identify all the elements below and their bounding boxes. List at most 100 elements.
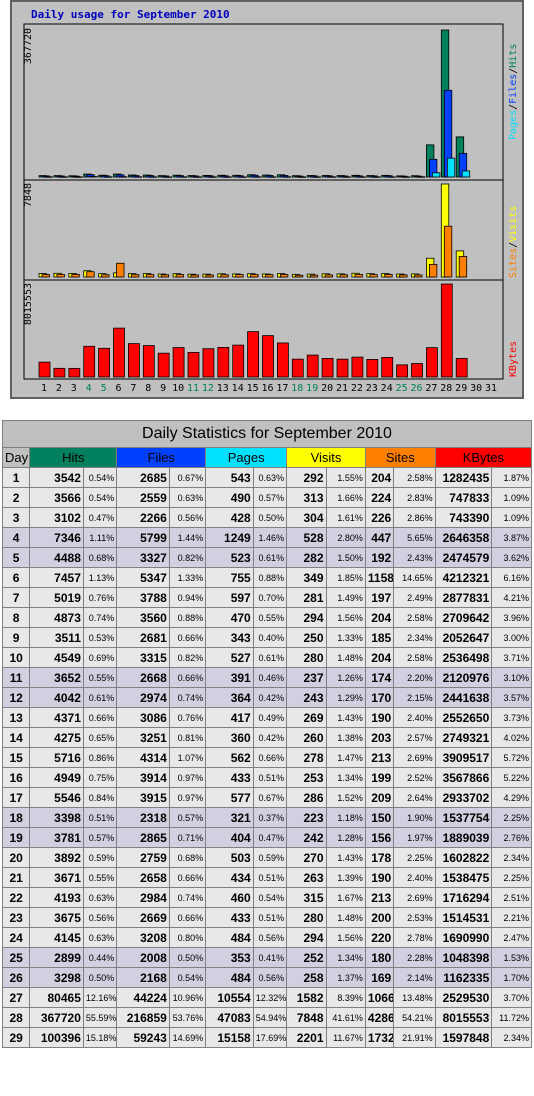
percent-cell: 0.57% [82,827,118,848]
bar [235,274,244,278]
percent-cell: 55.59% [82,1007,118,1028]
day-cell: 4 [1,527,31,548]
value-cell: 1249 [205,527,254,548]
column-header: Sites [364,447,436,468]
value-cell: 224 [364,487,395,508]
column-header: Pages [205,447,288,468]
value-cell: 2759 [116,847,170,868]
value-cell: 1582 [286,987,327,1008]
percent-cell: 0.54% [252,887,288,908]
value-cell: 252 [286,947,327,968]
value-cell: 2266 [116,507,170,528]
value-cell: 180 [364,947,395,968]
value-cell: 2669 [116,907,170,928]
percent-cell: 0.50% [168,947,207,968]
day-cell: 21 [1,867,31,888]
bar [223,176,232,178]
table-row: 15 5716 0.86% 4314 1.07% 562 0.66% 278 1.47% 213 2… [1,747,532,768]
x-tick-label: 18 [291,383,303,394]
bar [279,274,289,278]
value-cell: 10554 [205,987,254,1008]
legend-item: / [508,68,519,74]
percent-cell: 1.56% [325,607,366,628]
table-row: 1 3542 0.54% 2685 0.67% 543 0.63% 292 1.55% 204 2.… [1,467,532,488]
value-cell: 484 [205,927,254,948]
bar [220,274,229,278]
bar [89,176,98,178]
x-tick-label: 15 [247,383,259,394]
value-cell: 250 [286,627,327,648]
bar [157,352,170,378]
value-cell: 185 [364,627,395,648]
value-cell: 204 [364,607,395,628]
day-cell: 15 [1,747,31,768]
bar [291,358,304,378]
bar [101,274,110,278]
percent-cell: 1.43% [325,707,366,728]
x-tick-label: 3 [71,383,77,394]
value-cell: 200 [364,907,395,928]
percent-cell: 0.65% [82,727,118,748]
bar [83,345,96,378]
value-cell: 280 [286,647,327,668]
percent-cell: 41.61% [325,1007,366,1028]
value-cell: 4314 [116,747,170,768]
bar [366,359,379,378]
value-cell: 1158 [364,567,395,588]
percent-cell: 1.37% [325,967,366,988]
percent-cell: 4.29% [491,787,532,808]
bar [145,274,155,278]
value-cell: 258 [286,967,327,988]
percent-cell: 1.97% [393,827,436,848]
percent-cell: 2.80% [325,527,366,548]
bar [142,345,155,378]
day-cell: 19 [1,827,31,848]
percent-cell: 2.40% [393,707,436,728]
y-max-label: 367720 [23,28,34,64]
value-cell: 391 [205,667,254,688]
x-tick-label: 23 [366,383,378,394]
bar [205,274,214,278]
percent-cell: 0.74% [82,607,118,628]
bar [127,343,140,378]
table-row: 9 3511 0.53% 2681 0.66% 343 0.40% 250 1.33% 185 2.… [1,627,532,648]
y-max-label: 8015553 [23,283,34,325]
percent-cell: 1.26% [325,667,366,688]
percent-cell: 1.50% [325,547,366,568]
value-cell: 3652 [29,667,84,688]
value-cell: 3788 [116,587,170,608]
day-cell: 16 [1,767,31,788]
value-cell: 2974 [116,687,170,708]
table-row: 25 2899 0.44% 2008 0.50% 353 0.41% 252 1.34% 180 2… [1,947,532,968]
value-cell: 364 [205,687,254,708]
x-tick-label: 11 [187,383,199,394]
percent-cell: 0.61% [82,687,118,708]
value-cell: 5716 [29,747,84,768]
percent-cell: 2.43% [393,547,436,568]
value-cell: 203 [364,727,395,748]
bar [327,176,337,178]
percent-cell: 0.47% [252,827,288,848]
percent-cell: 15.18% [82,1027,118,1048]
bar [396,364,409,378]
percent-cell: 0.63% [82,927,118,948]
x-tick-label: 6 [115,383,121,394]
bar [160,274,170,278]
percent-cell: 2.40% [393,867,436,888]
bar [98,347,110,378]
percent-cell: 0.66% [168,627,207,648]
percent-cell: 54.21% [393,1007,436,1028]
bar [74,176,83,178]
percent-cell: 2.58% [393,607,436,628]
percent-cell: 0.66% [168,867,207,888]
value-cell: 5546 [29,787,84,808]
x-tick-label: 21 [336,383,348,394]
value-cell: 178 [364,847,395,868]
percent-cell: 1.90% [393,807,436,828]
percent-cell: 0.51% [252,907,288,928]
value-cell: 3086 [116,707,170,728]
bar [455,358,468,378]
bar [163,176,173,178]
percent-cell: 0.46% [252,667,288,688]
legend-item: Files [508,74,519,104]
